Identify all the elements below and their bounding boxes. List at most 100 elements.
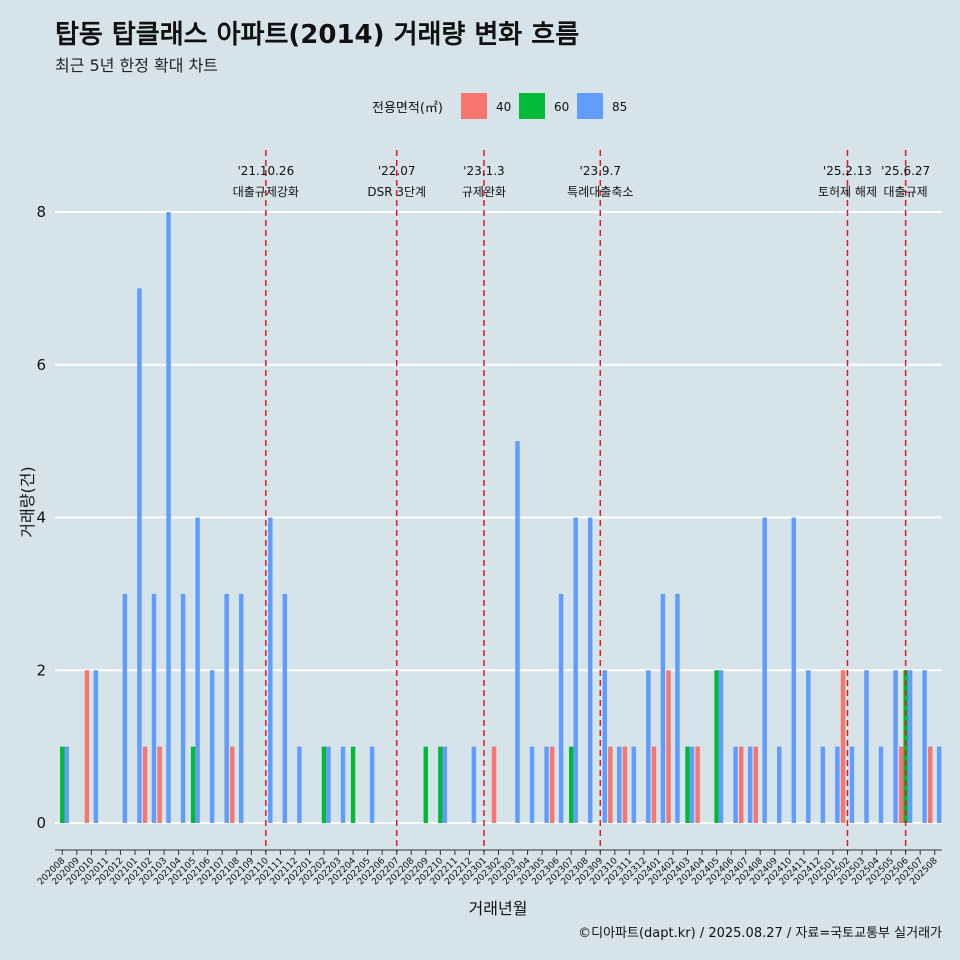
bar-85-202504	[878, 746, 884, 823]
bar-85-202309	[602, 670, 607, 823]
event-label: 대출규제	[884, 185, 928, 199]
legend-title: 전용면적(㎡)	[372, 101, 443, 116]
bar-85-202103	[166, 212, 171, 823]
event-date: '21.10.26	[237, 164, 294, 178]
bar-85-202502	[849, 746, 855, 823]
bar-85-202412	[820, 746, 826, 823]
bar-85-202210	[442, 746, 448, 823]
event-date: '23.1.3	[463, 164, 504, 178]
bar-40-202108	[230, 746, 235, 823]
x-axis-label: 거래년월	[469, 899, 528, 918]
bar-85-202409	[777, 746, 782, 823]
bar-85-202108	[238, 593, 244, 823]
bar-85-202203	[340, 746, 346, 823]
bar-40-202010	[84, 670, 90, 823]
bar-85-202202	[326, 746, 331, 823]
bar-60-202202	[321, 746, 327, 823]
event-label: DSR 3단계	[367, 185, 426, 199]
bar-40-202102	[142, 746, 148, 823]
bar-85-202205	[369, 746, 375, 823]
bar-85-202112	[297, 746, 302, 823]
y-tick-label: 4	[36, 509, 46, 527]
event-date: '23.9.7	[580, 164, 621, 178]
bar-85-202311	[631, 746, 637, 823]
bar-85-202312	[646, 670, 651, 823]
bar-40-202506	[898, 746, 904, 823]
legend-label-40: 40	[496, 100, 511, 114]
bar-60-202405	[714, 670, 719, 823]
bar-60-202209	[423, 746, 429, 823]
bar-85-202505	[893, 670, 898, 823]
bar-40-202402	[666, 670, 671, 823]
source-caption: ©디아파트(dapt.kr) / 2025.08.27 / 자료=국토교통부 실…	[578, 926, 942, 941]
bar-60-202210	[438, 746, 443, 823]
bar-85-202405	[718, 670, 724, 823]
bar-40-202310	[608, 746, 613, 823]
bar-40-202404	[695, 746, 700, 823]
bar-85-202407	[747, 746, 753, 823]
legend: 전용면적(㎡) 40 60 85	[372, 93, 627, 119]
bar-85-202501	[835, 746, 840, 823]
bar-85-202406	[733, 746, 738, 823]
legend-swatch-60	[519, 93, 545, 119]
event-label: 특례대출축소	[567, 185, 633, 199]
bar-85-202402	[675, 593, 680, 823]
bar-85-202507	[922, 670, 927, 823]
bar-60-202403	[685, 746, 690, 823]
bar-85-202012	[122, 593, 128, 823]
legend-swatch-40	[461, 93, 487, 119]
y-axis-label: 거래량(건)	[18, 466, 37, 537]
bar-85-202102	[151, 593, 157, 823]
event-label: 토허제 해제	[818, 185, 877, 199]
legend-swatch-85	[577, 93, 603, 119]
bar-85-202106	[209, 670, 215, 823]
event-date: '25.2.13	[823, 164, 872, 178]
bar-85-202008	[64, 746, 69, 823]
y-tick-label: 2	[36, 661, 46, 679]
bar-85-202305	[544, 746, 549, 823]
event-label: 규제완화	[462, 185, 506, 199]
bar-85-202411	[806, 670, 811, 823]
bar-40-202311	[622, 746, 628, 823]
bar-85-202506	[907, 670, 913, 823]
bar-85-202303	[515, 441, 520, 823]
bar-40-202306	[549, 746, 555, 823]
bar-85-202111	[282, 593, 288, 823]
y-tick-label: 0	[36, 814, 46, 832]
bar-60-202506	[903, 670, 908, 823]
bar-85-202401	[660, 593, 666, 823]
bar-85-202310	[617, 746, 622, 823]
legend-label-85: 85	[612, 100, 627, 114]
bar-85-202304	[529, 746, 535, 823]
bar-40-202103	[157, 746, 162, 823]
y-tick-label: 8	[36, 203, 46, 221]
chart-subtitle: 최근 5년 한정 확대 차트	[55, 56, 219, 75]
bar-85-202403	[689, 746, 695, 823]
bar-40-202502	[840, 670, 846, 823]
bar-85-202307	[573, 517, 578, 823]
event-date: '25.6.27	[881, 164, 930, 178]
bar-60-202307	[568, 746, 574, 823]
bar-85-202212	[471, 746, 477, 823]
bar-60-202204	[350, 746, 356, 823]
bar-85-202410	[791, 517, 797, 823]
bar-60-202105	[190, 746, 196, 823]
legend-label-60: 60	[554, 100, 569, 114]
bar-40-202401	[651, 746, 657, 823]
bar-85-202508	[936, 746, 942, 823]
bar-85-202010	[93, 670, 99, 823]
bar-40-202408	[753, 746, 759, 823]
event-lines: '21.10.26 대출규제강화 '22.07 DSR 3단계 '23.1.3 규제완화 '…	[233, 150, 930, 852]
bar-40-202508	[928, 746, 933, 823]
bar-85-202110	[268, 517, 273, 823]
bar-60-202008	[60, 746, 65, 823]
chart-title: 탑동 탑클래스 아파트(2014) 거래량 변화 흐름	[55, 20, 580, 50]
bar-40-202407	[739, 746, 744, 823]
event-label: 대출규제강화	[233, 185, 299, 199]
y-tick-label: 6	[36, 356, 46, 374]
bar-85-202503	[864, 670, 869, 823]
bar-85-202308	[587, 517, 593, 823]
bar-85-202105	[195, 517, 200, 823]
bar-85-202107	[224, 593, 229, 823]
